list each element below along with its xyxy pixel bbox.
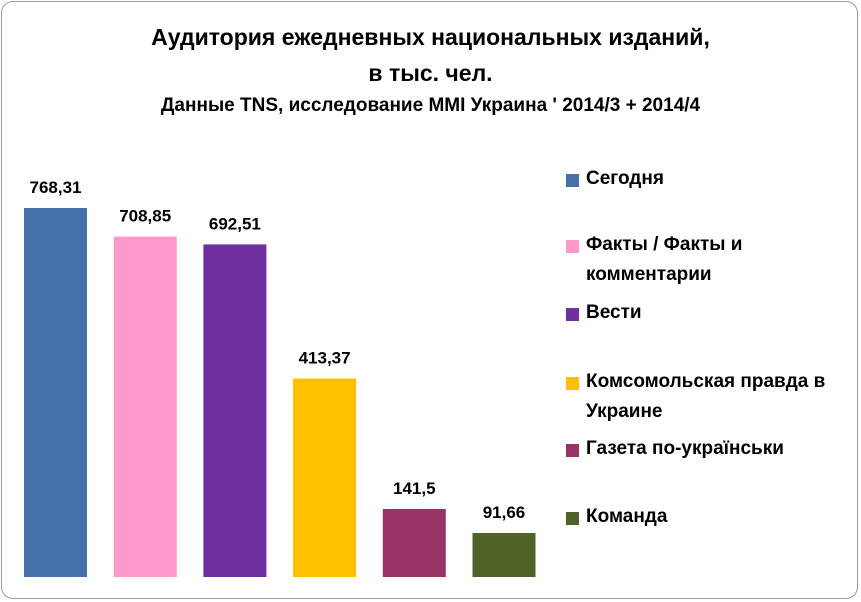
legend-swatch	[566, 512, 579, 525]
legend-label-line: Сегодня	[586, 168, 664, 189]
bar-3	[203, 244, 267, 577]
legend-swatch	[566, 308, 579, 321]
legend-label: Факты / Факты и комментарии	[586, 230, 742, 290]
legend-label: Газета по-українськи	[586, 434, 784, 464]
legend-swatch	[566, 444, 579, 457]
chart-title: Аудитория ежедневных национальных издани…	[151, 24, 710, 50]
legend-label-line: комментарии	[586, 264, 712, 285]
chart-title-units: в тыс. чел.	[368, 60, 493, 86]
legend-item-5: Газета по-українськи	[566, 438, 856, 464]
bar-1	[24, 208, 87, 577]
legend-swatch	[566, 174, 579, 187]
chart-subtitle: Данные TNS, исследование MMI Украина ' 2…	[160, 95, 701, 116]
bar-value-label-1: 768,31	[30, 178, 82, 197]
legend-label: Сегодня	[586, 164, 664, 194]
legend-label-line: Факты / Факты и	[586, 234, 743, 255]
legend-label: Вести	[586, 298, 642, 328]
legend-item-2: Факты / Факты и комментарии	[566, 234, 856, 290]
bar-value-label-3: 692,51	[209, 214, 261, 233]
legend-item-6: Команда	[566, 506, 856, 532]
legend-swatch	[566, 240, 579, 253]
legend-label-line: Комсомольская правда в	[586, 371, 826, 392]
legend-label: Команда	[586, 502, 667, 532]
bar-value-label-6: 91,66	[483, 503, 526, 522]
bar-5	[382, 509, 446, 577]
legend-item-1: Сегодня	[566, 168, 856, 194]
bar-4	[293, 378, 357, 577]
legend-label-line: Газета по-українськи	[586, 438, 784, 459]
bar-2	[113, 236, 177, 577]
bar-value-label-2: 708,85	[119, 207, 171, 226]
legend-label: Комсомольская правда в Украине	[586, 367, 825, 427]
legend-label-line: Украине	[586, 401, 663, 422]
legend-swatch	[566, 377, 579, 390]
bar-value-label-5: 141,5	[393, 479, 436, 498]
bar-6	[472, 533, 536, 577]
bar-value-label-4: 413,37	[299, 349, 351, 368]
legend-label-line: Команда	[586, 506, 668, 527]
legend-item-4: Комсомольская правда в Украине	[566, 371, 856, 427]
legend-label-line: Вести	[586, 302, 642, 323]
legend-item-3: Вести	[566, 302, 856, 328]
